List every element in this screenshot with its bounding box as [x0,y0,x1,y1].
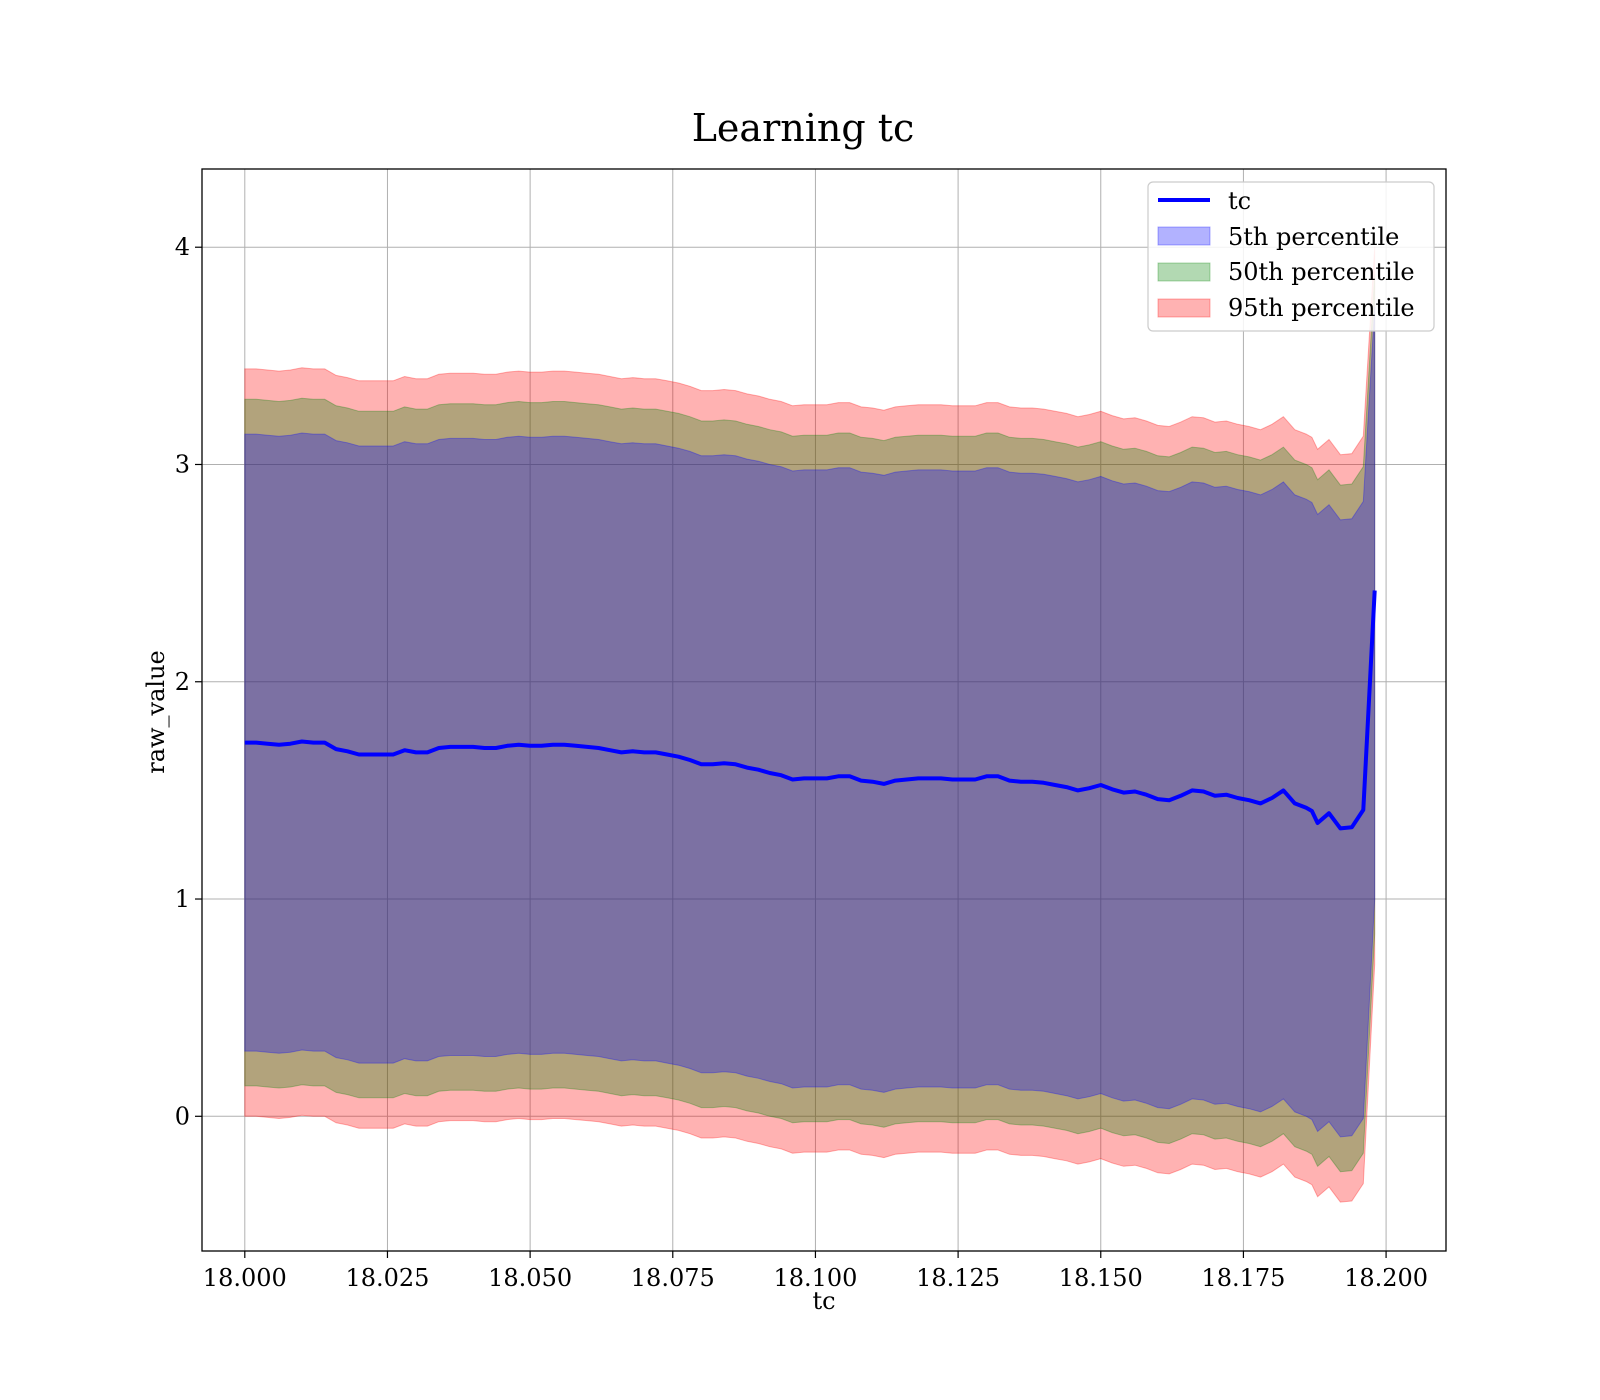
x-axis-label: tc [812,1287,835,1315]
grid-lines [202,169,1446,1251]
legend: tc 5th percentile 50th percentile 95th p… [1147,181,1435,332]
percentile-bands [244,246,1376,1203]
x-tick-label: 18.000 [203,1264,287,1292]
tc-series-line [244,590,1377,831]
band-50th-percentile [244,274,1376,1173]
y-axis-label: raw_value [142,650,170,774]
legend-p5-swatch [1157,226,1211,246]
y-axis-ticks: 0 1 2 3 4 [175,233,202,1130]
x-tick-label: 18.175 [1201,1264,1285,1292]
x-tick-label: 18.125 [916,1264,1000,1292]
y-tick-label: 2 [175,668,190,696]
y-tick-label: 4 [175,233,190,261]
band-5th-percentile [244,306,1376,1138]
x-tick-label: 18.100 [773,1264,857,1292]
x-tick-label: 18.150 [1059,1264,1143,1292]
band-95th-percentile [244,246,1376,1203]
x-axis-ticks: 18.000 18.025 18.050 18.075 18.100 18.125 18.1… [203,1251,1428,1292]
legend-p95-swatch [1157,298,1211,318]
x-tick-label: 18.200 [1344,1264,1428,1292]
legend-p50-label: 50th percentile [1228,258,1415,286]
legend-p50-swatch [1157,262,1211,282]
x-tick-label: 18.075 [631,1264,715,1292]
y-tick-label: 0 [175,1102,190,1130]
legend-p95-label: 95th percentile [1228,294,1415,322]
chart-title: Learning tc [692,106,915,150]
x-tick-label: 18.050 [488,1264,572,1292]
legend-tc-label: tc [1228,187,1251,215]
y-tick-label: 1 [175,885,190,913]
legend-p5-label: 5th percentile [1228,223,1399,251]
x-tick-label: 18.025 [345,1264,429,1292]
plot-frame [201,168,1447,1252]
y-tick-label: 3 [175,450,190,478]
legend-box [1147,181,1435,332]
